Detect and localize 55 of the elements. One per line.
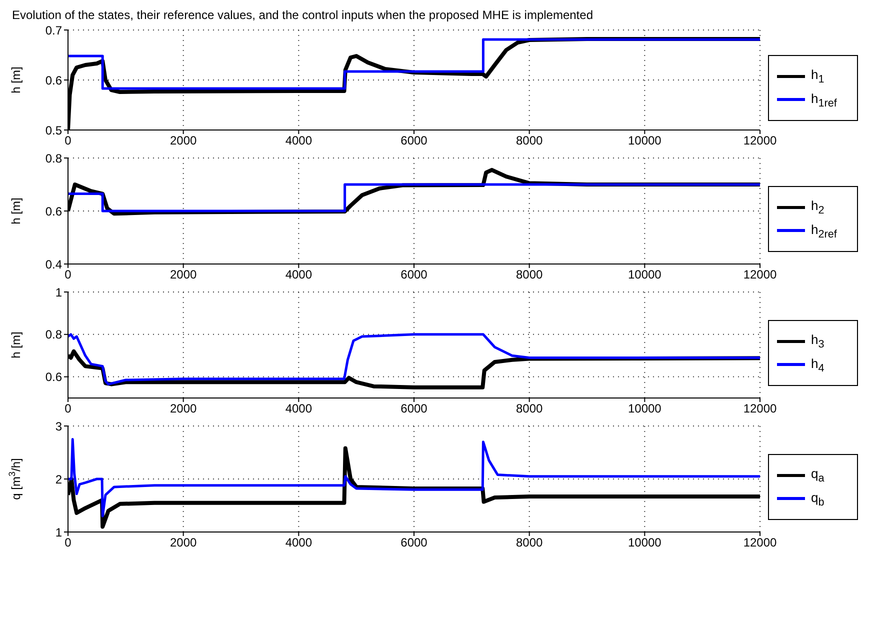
x-tick-label: 6000	[400, 402, 428, 416]
x-tick-label: 10000	[628, 402, 662, 416]
y-axis-title: h [m]	[9, 198, 23, 224]
x-tick-label: 6000	[400, 536, 428, 550]
legend-label: h$_{1ref}$	[811, 90, 837, 110]
x-tick-label: 4000	[285, 536, 312, 550]
y-axis-title: h [m]	[9, 66, 23, 94]
y-axis-title: h [m]	[9, 332, 23, 358]
x-tick-label: 12000	[743, 268, 778, 282]
x-tick-label: 2000	[170, 134, 198, 148]
x-tick-label: 4000	[285, 402, 312, 416]
legend-label: h$_{1}$	[811, 66, 824, 86]
y-tick-label: 0.8	[45, 151, 62, 166]
line-series	[68, 333, 760, 386]
x-tick-label: 0	[64, 536, 72, 550]
x-tick-label: 10000	[628, 134, 662, 148]
y-tick-label: 0.6	[45, 370, 62, 384]
x-tick-label: 12000	[743, 134, 778, 148]
x-tick-label: 6000	[400, 134, 428, 148]
y-tick-label: 3	[55, 419, 62, 434]
legend-label: h$_{2ref}$	[811, 222, 837, 240]
y-tick-label: 0.8	[45, 328, 62, 342]
legend-label: h$_{2}$	[811, 198, 824, 216]
x-tick-label: 4000	[285, 134, 312, 148]
legend-label: q$_{a}$	[811, 466, 824, 484]
x-tick-label: 0	[64, 402, 72, 416]
x-tick-label: 2000	[170, 536, 198, 550]
y-tick-label: 2	[55, 472, 62, 486]
line-series	[68, 38, 760, 90]
y-tick-label: 0.6	[45, 204, 62, 218]
x-tick-label: 8000	[516, 402, 544, 416]
line-series	[68, 438, 760, 518]
x-tick-label: 8000	[516, 134, 544, 148]
x-tick-label: 8000	[516, 536, 544, 550]
x-tick-label: 8000	[516, 268, 544, 282]
legend-label: h$_{3}$	[811, 332, 824, 350]
x-tick-label: 12000	[743, 536, 778, 550]
y-tick-label: 0.4	[45, 257, 62, 272]
legend-label: h$_{4}$	[811, 356, 824, 374]
x-tick-label: 4000	[285, 268, 312, 282]
x-tick-label: 2000	[170, 268, 198, 282]
x-tick-label: 10000	[628, 268, 662, 282]
y-tick-label: 1	[55, 525, 62, 540]
x-tick-label: 6000	[400, 268, 428, 282]
y-tick-label: 0.6	[45, 73, 62, 88]
x-tick-label: 10000	[628, 536, 662, 550]
y-tick-label: 1	[55, 285, 62, 300]
chart-title: Evolution of the states, their reference values, and the control inputs when the proposed MHE is implemented	[12, 8, 594, 24]
x-tick-label: 2000	[170, 402, 198, 416]
x-tick-label: 0	[64, 268, 72, 282]
x-tick-label: 12000	[743, 402, 778, 416]
x-tick-label: 0	[64, 134, 72, 148]
legend-label: q$_{b}$	[811, 490, 824, 508]
y-tick-label: 0.7	[45, 23, 62, 38]
y-tick-label: 0.5	[45, 123, 62, 138]
